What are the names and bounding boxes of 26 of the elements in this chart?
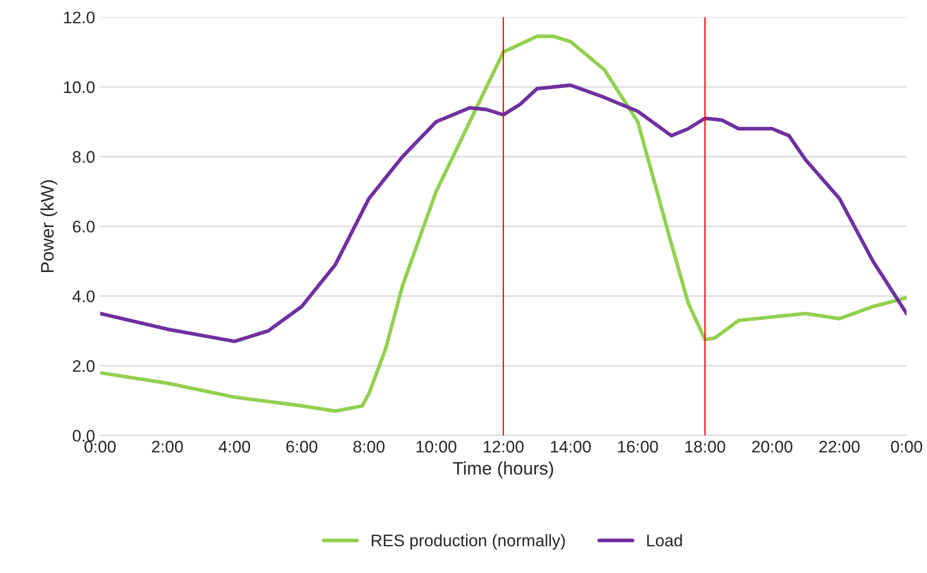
x-tick-label: 0:00	[891, 440, 922, 453]
y-axis-title: Power (kW)	[40, 180, 58, 272]
x-tick-label: 6:00	[286, 440, 318, 453]
x-tick-label: 4:00	[218, 440, 250, 453]
x-tick-label: 8:00	[353, 440, 385, 453]
x-tick-label: 10:00	[416, 440, 456, 453]
legend-label: Load	[647, 534, 682, 546]
legend-label: RES production (normally)	[372, 534, 565, 550]
y-tick-label: 8.0	[72, 151, 95, 163]
x-tick-label: 12:00	[484, 440, 524, 453]
y-tick-label: 4.0	[72, 290, 95, 302]
line-series	[100, 34, 907, 413]
y-tick-label: 12.0	[64, 12, 95, 24]
x-tick-label: 0:00	[84, 440, 116, 453]
y-tick-label: 6.0	[72, 220, 95, 233]
x-tick-label: 2:00	[152, 440, 183, 453]
x-tick-label: 20:00	[752, 440, 792, 453]
x-tick-label: 14:00	[550, 440, 591, 453]
x-tick-label: 22:00	[819, 440, 860, 453]
x-axis-title: Time (hours)	[452, 461, 554, 478]
y-tick-label: 10.0	[64, 81, 95, 94]
x-tick-label: 18:00	[685, 440, 726, 453]
x-tick-label: 16:00	[618, 440, 658, 453]
y-tick-label: 2.0	[72, 360, 95, 372]
y-tick-label: 0.0	[72, 430, 95, 442]
line-series	[100, 83, 907, 344]
